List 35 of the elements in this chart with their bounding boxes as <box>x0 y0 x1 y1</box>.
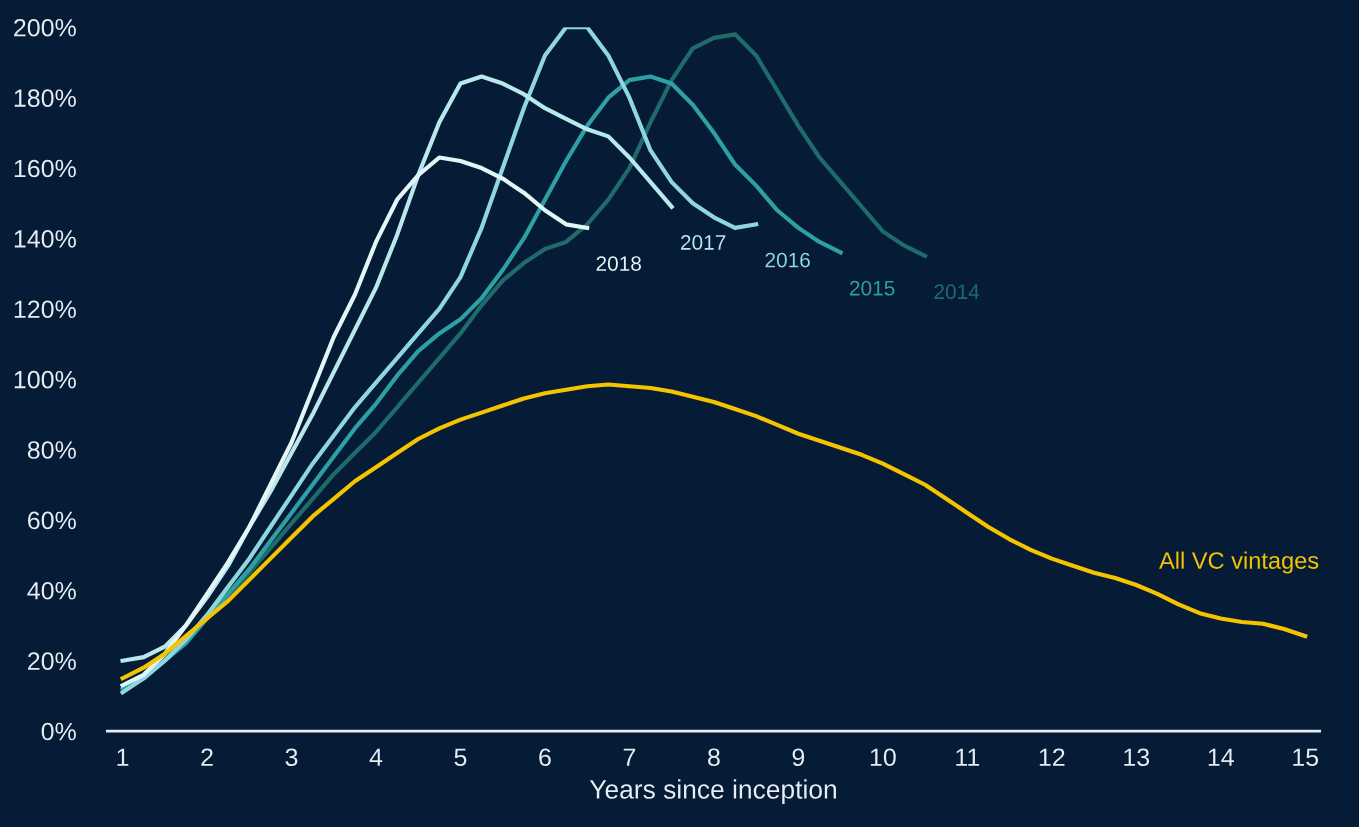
x-tick-label: 4 <box>369 748 383 766</box>
series-label: 2014 <box>934 284 980 300</box>
x-tick-label: 2 <box>201 748 213 766</box>
series-label: 2015 <box>849 280 895 296</box>
x-tick-label: 5 <box>454 748 467 767</box>
series-label: 2018 <box>596 256 641 271</box>
series-label: All VC vintages <box>1159 551 1319 574</box>
y-tick-label: 120% <box>14 300 76 319</box>
y-tick-label: 60% <box>28 511 76 530</box>
x-tick-label: 1 <box>117 748 129 766</box>
y-tick-label: 100% <box>14 370 76 389</box>
x-tick-label: 3 <box>285 748 298 767</box>
y-tick-label: 200% <box>14 18 76 37</box>
x-tick-label: 9 <box>792 748 805 767</box>
y-tick-label: 180% <box>14 89 76 107</box>
x-tick-label: 15 <box>1293 748 1319 767</box>
x-tick-label: 11 <box>956 748 980 766</box>
y-tick-label: 160% <box>14 159 76 178</box>
y-tick-label: 140% <box>14 230 76 248</box>
x-tick-label: 10 <box>870 748 896 767</box>
x-tick-label: 12 <box>1039 748 1065 766</box>
y-tick-label: 80% <box>27 441 76 459</box>
x-tick-label: 8 <box>708 748 720 767</box>
x-tick-label: 7 <box>623 748 636 766</box>
series-label: 2017 <box>681 235 726 250</box>
x-axis-title: Years since inception <box>589 779 836 804</box>
x-tick-label: 14 <box>1208 748 1234 766</box>
line-series <box>120 27 759 695</box>
y-tick-label: 40% <box>27 581 76 600</box>
x-tick-label: 13 <box>1124 748 1150 767</box>
line-series <box>120 155 590 688</box>
y-tick-label: 0% <box>41 722 76 741</box>
x-tick-label: 6 <box>539 748 551 767</box>
series-label: 2016 <box>765 252 810 268</box>
y-tick-label: 20% <box>28 652 76 670</box>
